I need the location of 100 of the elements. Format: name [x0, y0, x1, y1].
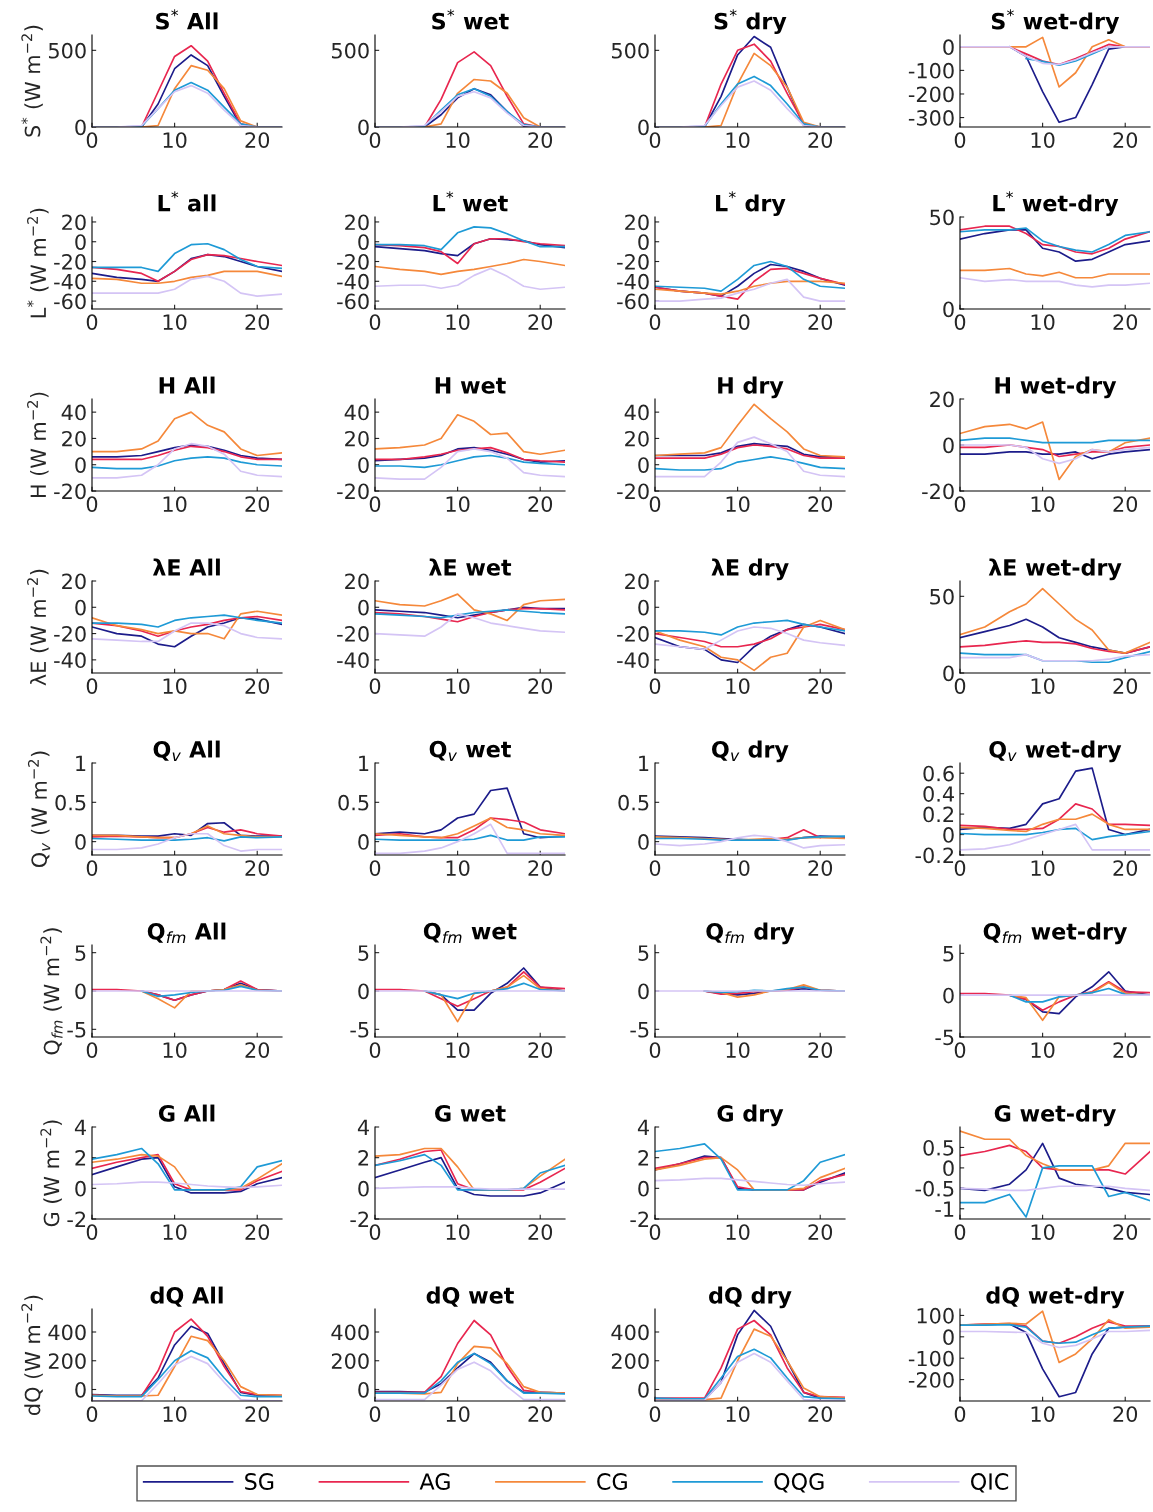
y-tick-label: 20 — [62, 430, 86, 447]
x-tick-label: 20 — [1113, 678, 1138, 694]
y-tick-label: -20 — [617, 253, 649, 270]
x-tick-label: 20 — [528, 1224, 553, 1240]
x-tick-label: 20 — [808, 1406, 833, 1422]
y-tick-label: 50 — [930, 588, 954, 605]
y-tick-label: 0 — [75, 234, 86, 250]
y-tick-label: -5 — [630, 1022, 649, 1038]
y-tick-label: 5 — [638, 945, 649, 961]
y-tick-label: 200 — [48, 1353, 86, 1369]
y-tick-label: -40 — [54, 273, 86, 290]
x-tick-label: 0 — [954, 496, 966, 512]
x-tick-label: 20 — [245, 132, 270, 148]
y-tick-label: 40 — [61, 404, 86, 421]
y-tick-label: 400 — [611, 1324, 649, 1341]
x-tick-label: 20 — [808, 314, 833, 330]
y-axis-title: Q$_{v}$ (W m$^{−2}$) — [27, 751, 51, 868]
x-tick-label: 10 — [163, 860, 187, 876]
y-tick-label: 5 — [75, 945, 86, 961]
chart-title: G wet — [435, 1104, 506, 1122]
x-tick-label: 10 — [446, 860, 470, 876]
x-tick-label: 10 — [446, 314, 470, 330]
x-tick-label: 10 — [163, 496, 187, 512]
legend-label: QQG — [774, 1473, 824, 1493]
y-tick-label: 0 — [943, 827, 954, 843]
x-tick-label: 10 — [1031, 678, 1055, 694]
x-tick-label: 0 — [369, 1224, 381, 1240]
y-tick-label: 400 — [48, 1324, 86, 1341]
legend-label: CG — [597, 1473, 627, 1490]
y-tick-label: -20 — [337, 626, 369, 642]
y-tick-label: -60 — [54, 293, 86, 310]
y-tick-label: -20 — [54, 626, 86, 642]
x-tick-label: 10 — [446, 678, 470, 694]
chart-title: dQ dry — [709, 1286, 792, 1309]
x-tick-label: 10 — [726, 132, 750, 148]
x-tick-label: 0 — [369, 314, 381, 330]
y-tick-label: 0 — [358, 983, 369, 1000]
y-tick-label: -100 — [908, 62, 954, 79]
x-tick-label: 10 — [726, 1406, 750, 1422]
x-tick-label: 0 — [649, 132, 661, 148]
y-tick-label: 5 — [358, 945, 369, 961]
y-tick-label: -20 — [922, 483, 954, 500]
x-tick-label: 20 — [808, 678, 833, 694]
y-tick-label: -300 — [908, 110, 954, 126]
x-tick-label: 20 — [245, 1406, 270, 1422]
chart-title: λE dry — [711, 558, 789, 581]
y-tick-label: 0.5 — [338, 794, 369, 811]
y-tick-label: 4 — [637, 1119, 649, 1135]
legend-label: QIC — [971, 1473, 1009, 1493]
x-tick-label: 0 — [649, 1042, 661, 1058]
y-tick-label: 0 — [943, 987, 954, 1004]
x-tick-label: 0 — [649, 678, 661, 694]
y-tick-label: 0 — [638, 983, 649, 1000]
x-tick-label: 10 — [1031, 1042, 1055, 1058]
x-tick-label: 0 — [86, 860, 98, 876]
x-tick-label: 0 — [369, 132, 381, 148]
y-tick-label: 1 — [359, 755, 369, 771]
y-tick-label: 0 — [638, 1180, 649, 1197]
y-tick-label: -40 — [617, 652, 649, 669]
y-tick-label: 40 — [344, 404, 369, 421]
chart-title: S$^{*}$ wet — [432, 9, 509, 30]
y-tick-label: 0 — [358, 1381, 369, 1398]
chart-title: dQ wet-dry — [986, 1286, 1125, 1309]
x-tick-label: 20 — [245, 314, 270, 330]
y-tick-label: 0.4 — [923, 786, 954, 802]
x-tick-label: 10 — [163, 1406, 187, 1422]
x-tick-label: 10 — [446, 1042, 470, 1058]
chart-title: Q$_{fm}$ dry — [706, 922, 795, 945]
y-tick-label: 0.5 — [923, 1139, 954, 1156]
chart-title: S$^{*}$ All — [156, 9, 218, 30]
y-tick-label: 200 — [611, 1353, 649, 1369]
y-tick-label: 0 — [943, 1329, 954, 1346]
y-tick-label: -2 — [67, 1211, 86, 1227]
y-tick-label: -200 — [908, 86, 954, 103]
y-tick-label: 500 — [48, 42, 86, 59]
y-tick-label: 20 — [62, 214, 86, 231]
chart-title: L$^{*}$ wet — [433, 191, 508, 212]
y-tick-label: 4 — [74, 1119, 86, 1135]
y-tick-label: 500 — [331, 42, 369, 59]
x-tick-label: 10 — [163, 132, 187, 148]
x-tick-label: 10 — [726, 314, 750, 330]
y-tick-label: 0 — [358, 834, 369, 850]
x-tick-label: 0 — [649, 496, 661, 512]
y-tick-label: 0 — [638, 599, 649, 616]
x-tick-label: 10 — [726, 860, 750, 876]
x-tick-label: 20 — [808, 1224, 833, 1240]
y-tick-label: 0 — [358, 119, 369, 136]
y-axis-title: λE (W m$^{−2}$) — [27, 569, 49, 686]
x-tick-label: 20 — [1113, 132, 1138, 148]
y-tick-label: -20 — [54, 253, 86, 270]
chart-title: L$^{*}$ wet-dry — [993, 191, 1119, 217]
y-tick-label: 0 — [75, 1180, 86, 1197]
y-tick-label: 0 — [943, 1160, 954, 1177]
x-tick-label: 0 — [954, 1406, 966, 1422]
x-tick-label: 0 — [369, 678, 381, 694]
y-tick-label: 2 — [358, 1150, 369, 1166]
x-tick-label: 0 — [954, 132, 966, 148]
y-tick-label: -20 — [337, 483, 369, 500]
x-tick-label: 0 — [954, 678, 966, 694]
chart-title: Q$_{v}$ dry — [712, 740, 789, 763]
